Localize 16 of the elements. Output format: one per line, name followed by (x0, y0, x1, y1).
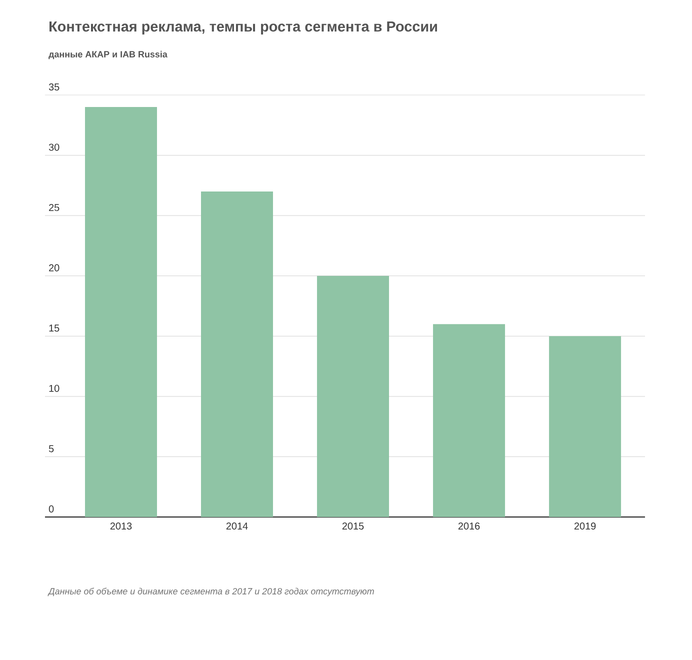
x-tick-label: 2015 (342, 522, 364, 530)
y-tick-label: 5 (48, 445, 54, 452)
y-tick-label: 35 (48, 83, 60, 90)
y-tick-label: 20 (49, 264, 60, 272)
y-tick-label: 30 (48, 144, 60, 151)
y-tick-label: 15 (49, 324, 60, 332)
chart-subtitle: данные АКАР и IAB Russia (48, 50, 168, 60)
x-tick-label: 2014 (226, 522, 248, 530)
x-tick-label: 2013 (110, 522, 132, 530)
chart-title: Контекстная реклама, темпы роста сегмента в России (49, 22, 437, 34)
y-tick-label: 10 (49, 384, 60, 392)
x-tick-label: 2019 (574, 522, 596, 530)
x-tick-label: 2016 (458, 522, 480, 530)
y-tick-label: 0 (48, 505, 54, 512)
y-tick-label: 25 (49, 204, 60, 212)
text: Данные об объеме и динамике сегмента в 2017 и 2018 годах отсутствуют (48, 588, 374, 596)
